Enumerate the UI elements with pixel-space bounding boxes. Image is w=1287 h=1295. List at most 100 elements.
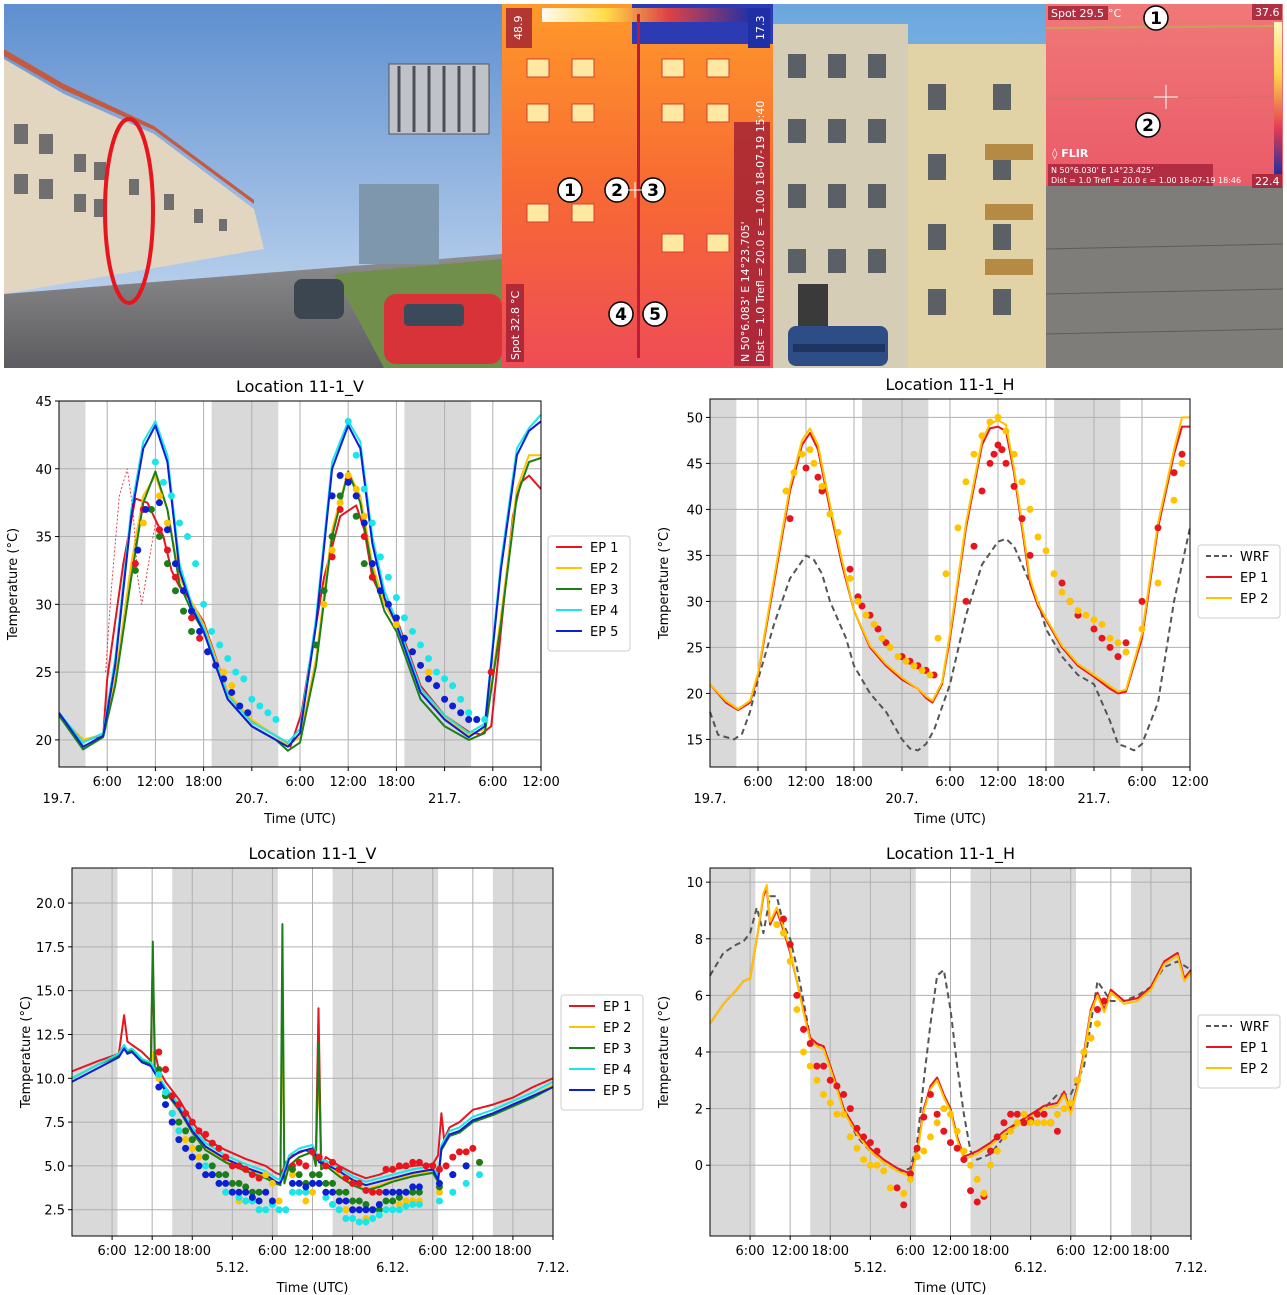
y-tick-label: 40 (686, 503, 703, 518)
data-point-ep-2 (786, 957, 794, 965)
data-point-ep-4 (262, 1206, 270, 1214)
data-point-ep-1 (970, 542, 978, 550)
data-point-ep-5 (335, 1197, 343, 1205)
svg-text:3: 3 (647, 181, 659, 201)
data-point-ep-1 (235, 1162, 243, 1170)
data-point-ep-2 (862, 611, 870, 619)
data-point-ep-5 (142, 505, 150, 513)
data-point-ep-5 (352, 492, 360, 500)
data-point-ep-1 (182, 1109, 190, 1117)
data-point-ep-2 (782, 487, 790, 495)
data-point-ep-2 (942, 570, 950, 578)
data-point-ep-1 (779, 915, 787, 923)
x-tick-label: 12:00 (771, 1244, 808, 1259)
data-point-ep-1 (469, 1144, 477, 1152)
data-point-ep-1 (960, 1156, 968, 1164)
data-point-ep-1 (1026, 551, 1034, 559)
x-tick-label: 18:00 (185, 775, 222, 790)
data-point-ep-2 (960, 1147, 968, 1155)
data-point-ep-2 (302, 1197, 310, 1205)
data-point-ep-1 (1033, 1110, 1041, 1118)
legend-label: EP 4 (603, 1063, 631, 1078)
data-point-ep-2 (1034, 533, 1042, 541)
data-point-ep-5 (360, 519, 368, 527)
data-point-ep-1 (163, 546, 171, 554)
data-point-ep-1 (409, 1158, 417, 1166)
y-tick-label: 15.0 (36, 985, 65, 1000)
data-point-ep-2 (987, 1161, 995, 1169)
data-point-ep-3 (355, 1197, 363, 1205)
legend-label: EP 1 (1240, 571, 1268, 586)
data-point-ep-1 (389, 1165, 397, 1173)
data-point-ep-3 (215, 1171, 223, 1179)
y-tick-label: 25 (686, 641, 703, 656)
data-point-ep-2 (906, 1175, 914, 1183)
data-point-ep-5 (409, 1183, 417, 1191)
scale-min-label-h: 22.4 (1255, 175, 1280, 188)
data-point-ep-1 (422, 1162, 430, 1170)
data-point-ep-2 (926, 671, 934, 679)
date-label: 7.12. (1174, 1261, 1207, 1276)
data-point-ep-4 (375, 1211, 383, 1219)
data-point-ep-1 (806, 1040, 814, 1048)
thermal-image-v: 48.9 17.3 Spot 32.8 °C N 50°6.083' E 14°… (502, 4, 773, 368)
data-point-ep-3 (147, 505, 155, 513)
data-point-ep-2 (994, 413, 1002, 421)
data-point-ep-1 (242, 1165, 250, 1173)
data-point-ep-2 (962, 478, 970, 486)
data-point-ep-1 (415, 1158, 423, 1166)
legend-label: EP 1 (590, 541, 618, 556)
data-point-ep-3 (202, 1153, 210, 1161)
data-point-ep-1 (228, 1162, 236, 1170)
series-line-ep-5 (58, 420, 542, 748)
x-tick-label: 12:00 (787, 775, 824, 790)
x-tick-label: 18:00 (494, 1244, 531, 1259)
data-point-ep-5 (295, 1179, 303, 1187)
data-point-ep-5 (449, 1171, 457, 1179)
data-point-ep-5 (473, 716, 481, 724)
data-point-ep-5 (180, 587, 188, 595)
data-point-ep-5 (382, 1188, 390, 1196)
data-point-ep-2 (195, 1153, 203, 1161)
data-point-ep-1 (382, 1165, 390, 1173)
legend-box (547, 535, 631, 652)
data-point-ep-4 (449, 682, 457, 690)
crosshair-icon (627, 182, 643, 198)
data-point-ep-5 (302, 1183, 310, 1191)
data-point-ep-4 (302, 1188, 310, 1196)
series-line-wrf (709, 527, 1191, 752)
data-point-ep-1 (375, 1188, 383, 1196)
x-tick-label: 18:00 (835, 775, 872, 790)
data-point-ep-1 (882, 639, 890, 647)
data-point-ep-5 (408, 648, 416, 656)
data-point-ep-2 (894, 653, 902, 661)
data-point-ep-3 (320, 587, 328, 595)
data-point-ep-5 (228, 688, 236, 696)
data-point-ep-4 (395, 1206, 403, 1214)
scale-min-label: 17.3 (754, 16, 767, 41)
x-tick-label: 6:00 (285, 775, 314, 790)
data-point-ep-2 (1154, 579, 1162, 587)
data-point-ep-5 (336, 472, 344, 480)
data-point-ep-1 (402, 1162, 410, 1170)
data-point-ep-4 (248, 695, 256, 703)
data-point-ep-3 (328, 533, 336, 541)
data-point-ep-4 (344, 417, 352, 425)
marker-3: 3 (640, 177, 666, 203)
x-tick-label: 18:00 (174, 1244, 211, 1259)
data-point-ep-2 (1018, 478, 1026, 486)
data-point-ep-1 (814, 473, 822, 481)
data-point-ep-2 (846, 1133, 854, 1141)
data-point-ep-1 (362, 1186, 370, 1194)
marker-5: 5 (642, 301, 668, 327)
data-point-ep-2 (820, 1090, 828, 1098)
data-point-ep-1 (860, 1133, 868, 1141)
data-point-ep-2 (262, 1171, 270, 1179)
data-point-ep-3 (375, 1206, 383, 1214)
data-point-ep-5 (235, 1188, 243, 1196)
data-point-ep-5 (417, 661, 424, 669)
data-point-ep-2 (1000, 1133, 1008, 1141)
data-point-ep-2 (1050, 570, 1058, 578)
x-axis-label: Time (UTC) (263, 812, 336, 827)
data-point-ep-2 (993, 1147, 1001, 1155)
